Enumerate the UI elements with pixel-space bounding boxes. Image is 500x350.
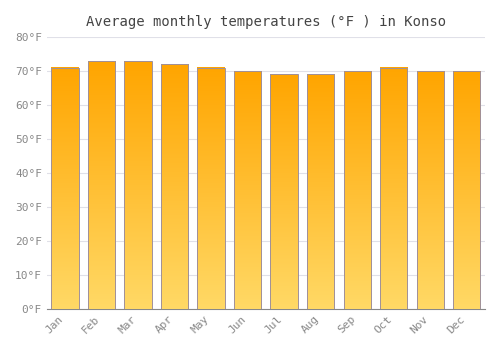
Bar <box>88 61 116 309</box>
Bar <box>270 75 298 309</box>
Bar <box>344 71 371 309</box>
Bar <box>453 71 480 309</box>
Title: Average monthly temperatures (°F ) in Konso: Average monthly temperatures (°F ) in Ko… <box>86 15 446 29</box>
Bar <box>124 61 152 309</box>
Bar <box>161 64 188 309</box>
Bar <box>307 75 334 309</box>
Bar <box>198 68 225 309</box>
Bar <box>52 68 79 309</box>
Bar <box>380 68 407 309</box>
Bar <box>416 71 444 309</box>
Bar <box>234 71 262 309</box>
